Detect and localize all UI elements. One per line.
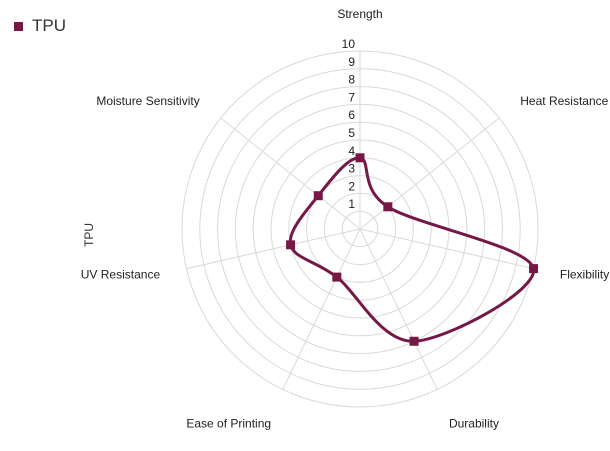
data-point	[286, 240, 296, 250]
legend-label: TPU	[32, 16, 66, 35]
legend: TPU	[14, 16, 66, 36]
data-point	[313, 191, 323, 201]
category-label: Strength	[337, 7, 382, 21]
category-label: Flexibility	[560, 268, 609, 282]
category-label: Ease of Printing	[186, 417, 271, 431]
category-label: Durability	[449, 417, 499, 431]
spoke-line	[359, 228, 438, 390]
data-point	[355, 153, 365, 163]
data-point	[529, 264, 539, 274]
tick-label: 2	[348, 179, 355, 193]
tick-label: 9	[348, 55, 355, 69]
spoke-line	[220, 117, 361, 230]
category-label: UV Resistance	[81, 268, 161, 282]
radial-tick-labels: 1 2 3 4 5 6 7 8 9 10	[342, 37, 356, 211]
spoke-line	[282, 228, 361, 390]
tick-label: 5	[348, 126, 355, 140]
tick-label: 10	[342, 37, 356, 51]
tick-label: 6	[348, 108, 355, 122]
tick-label: 3	[348, 162, 355, 176]
data-point	[383, 202, 393, 212]
spoke-line	[359, 117, 500, 230]
tick-label: 8	[348, 73, 355, 87]
data-point	[332, 272, 342, 282]
radar-spokes	[186, 51, 534, 390]
tick-label: 1	[348, 197, 355, 211]
category-labels: Strength Heat Resistance Flexibility Durabi…	[81, 7, 609, 431]
spoke-line	[359, 228, 534, 270]
series-layer	[286, 153, 539, 346]
category-label: Moisture Sensitivity	[96, 94, 199, 108]
legend-swatch	[14, 21, 23, 31]
spoke-line	[186, 228, 361, 270]
series-line	[288, 156, 536, 343]
tick-label: 4	[348, 144, 355, 158]
data-point	[409, 336, 419, 346]
tick-label: 7	[348, 90, 355, 104]
category-label: Heat Resistance	[520, 94, 608, 108]
